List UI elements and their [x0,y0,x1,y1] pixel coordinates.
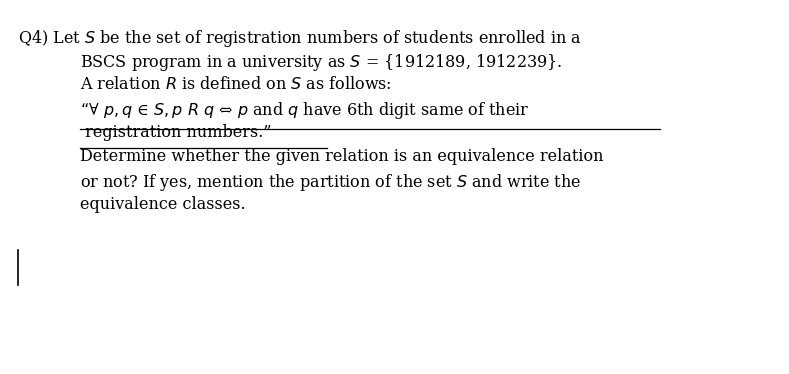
Text: or not? If yes, mention the partition of the set $S$ and write the: or not? If yes, mention the partition of… [80,172,581,193]
Text: equivalence classes.: equivalence classes. [80,196,245,213]
Text: registration numbers.”: registration numbers.” [80,124,271,141]
Text: Q4) Let $S$ be the set of registration numbers of students enrolled in a: Q4) Let $S$ be the set of registration n… [18,28,581,49]
Text: A relation $R$ is defined on $S$ as follows:: A relation $R$ is defined on $S$ as foll… [80,76,391,93]
Text: BSCS program in a university as $S$ = {1912189, 1912239}.: BSCS program in a university as $S$ = {1… [80,52,563,73]
Text: Determine whether the given relation is an equivalence relation: Determine whether the given relation is … [80,148,604,165]
Text: “∀ $p, q$ ∈ $S, p$ $R$ $q$ ⇔ $p$ and $q$ have 6th digit same of their: “∀ $p, q$ ∈ $S, p$ $R$ $q$ ⇔ $p$ and $q$… [80,100,529,121]
